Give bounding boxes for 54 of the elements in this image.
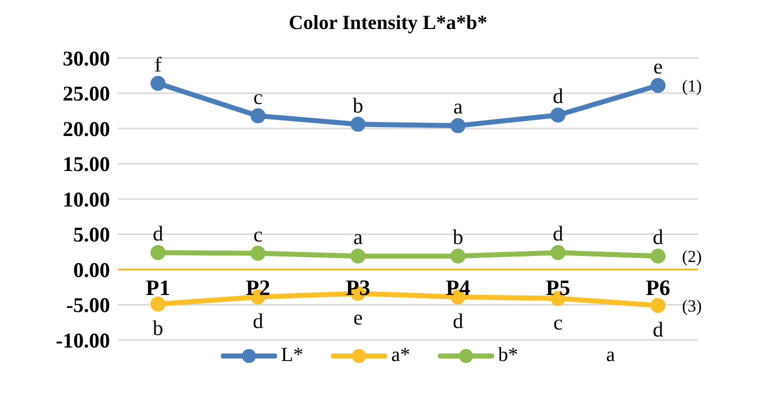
text: a xyxy=(606,344,615,367)
x-tick-label: P5 xyxy=(546,275,570,300)
y-tick-label: 30.00 xyxy=(62,46,110,70)
x-tick-label: P6 xyxy=(646,275,670,300)
annotation: c xyxy=(253,84,263,109)
y-tick-label: 25.00 xyxy=(62,82,110,106)
annotation: f xyxy=(154,52,162,76)
annotation: a xyxy=(453,94,464,119)
point xyxy=(650,78,666,93)
legend-label: L* xyxy=(280,344,304,367)
legend-label: a* xyxy=(390,344,410,367)
annotation: a xyxy=(353,225,364,250)
point xyxy=(350,248,366,264)
point xyxy=(150,76,166,91)
point xyxy=(250,246,266,261)
y-tick-label: 0.00 xyxy=(73,258,110,282)
point xyxy=(150,245,166,260)
chart-title: Color Intensity L*a*b* xyxy=(288,11,488,36)
point xyxy=(550,108,566,123)
y-tick-label: -10.00 xyxy=(56,328,110,352)
point xyxy=(450,118,466,134)
point xyxy=(550,245,566,260)
annotation: c xyxy=(553,310,563,334)
annotation: d xyxy=(452,308,464,333)
point xyxy=(150,296,166,312)
annotation: e xyxy=(653,54,663,78)
annotation: (1) xyxy=(682,76,702,96)
annotation: d xyxy=(252,308,264,333)
y-tick-label: 15.00 xyxy=(62,152,110,176)
x-tick-label: P4 xyxy=(446,275,470,300)
legend-label: b* xyxy=(497,344,518,367)
annotation: e xyxy=(353,305,363,330)
y-tick-label: 20.00 xyxy=(62,116,110,141)
annotation: b xyxy=(152,316,164,340)
annotation: d xyxy=(552,222,564,246)
point xyxy=(450,248,466,264)
annotation: d xyxy=(652,225,664,250)
annotation: b xyxy=(452,225,464,250)
point xyxy=(650,248,666,264)
annotation: d xyxy=(152,222,164,246)
annotation: (2) xyxy=(682,247,702,266)
annotation: b xyxy=(352,93,364,118)
point xyxy=(350,116,366,132)
annotation: (3) xyxy=(682,296,702,316)
annotation: d xyxy=(552,84,564,108)
x-tick-label: P2 xyxy=(246,275,270,300)
point xyxy=(650,298,666,313)
y-tick-label: -5.00 xyxy=(66,293,110,318)
annotation: d xyxy=(652,317,664,342)
annotation: c xyxy=(253,222,263,246)
point xyxy=(250,108,266,124)
y-tick-label: 5.00 xyxy=(73,222,110,247)
x-tick-label: P1 xyxy=(146,275,170,300)
y-tick-label: 10.00 xyxy=(62,187,110,212)
